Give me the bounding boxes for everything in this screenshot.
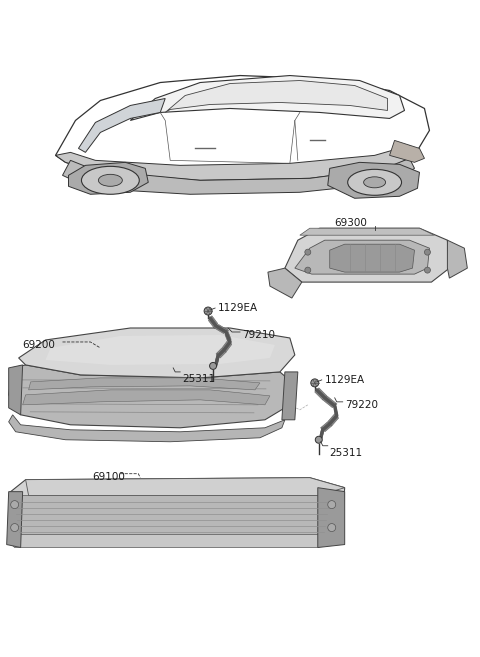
Ellipse shape (210, 363, 216, 369)
Polygon shape (9, 365, 23, 415)
Text: 69100: 69100 (93, 472, 125, 482)
Circle shape (305, 267, 311, 273)
Text: 25311: 25311 (330, 448, 363, 458)
Polygon shape (214, 325, 228, 334)
Polygon shape (268, 268, 302, 298)
Polygon shape (9, 495, 340, 541)
Circle shape (424, 249, 431, 255)
Circle shape (11, 524, 19, 532)
Circle shape (11, 501, 19, 509)
Polygon shape (318, 487, 345, 547)
Polygon shape (390, 141, 424, 162)
Polygon shape (9, 535, 335, 547)
Text: 79210: 79210 (242, 330, 275, 340)
Polygon shape (208, 315, 218, 328)
Polygon shape (9, 365, 295, 428)
Polygon shape (56, 76, 430, 180)
Circle shape (328, 501, 336, 509)
Polygon shape (165, 81, 387, 112)
Ellipse shape (348, 170, 402, 195)
Polygon shape (23, 390, 270, 405)
Ellipse shape (364, 177, 385, 188)
Polygon shape (315, 388, 327, 400)
Polygon shape (216, 348, 226, 358)
Text: 1129EA: 1129EA (218, 303, 258, 313)
Circle shape (305, 249, 311, 255)
Polygon shape (25, 478, 345, 495)
Polygon shape (225, 329, 231, 345)
Ellipse shape (311, 379, 319, 387)
Polygon shape (447, 240, 468, 278)
Text: 69200: 69200 (23, 340, 56, 350)
Polygon shape (321, 422, 332, 432)
Text: 1129EA: 1129EA (325, 375, 365, 385)
Circle shape (424, 267, 431, 273)
Polygon shape (295, 240, 430, 274)
Polygon shape (285, 228, 449, 282)
Polygon shape (69, 162, 148, 194)
Polygon shape (330, 244, 415, 272)
Polygon shape (19, 328, 295, 378)
Polygon shape (29, 378, 260, 390)
Polygon shape (300, 228, 434, 235)
Polygon shape (328, 413, 339, 426)
Polygon shape (130, 76, 405, 120)
Ellipse shape (82, 166, 139, 194)
Polygon shape (282, 372, 298, 420)
Polygon shape (9, 478, 345, 545)
Polygon shape (56, 145, 415, 180)
Polygon shape (62, 158, 415, 194)
Ellipse shape (315, 436, 322, 443)
Text: 69300: 69300 (335, 218, 368, 228)
Ellipse shape (98, 174, 122, 187)
Polygon shape (334, 403, 337, 419)
Polygon shape (222, 340, 232, 352)
Polygon shape (328, 162, 420, 198)
Polygon shape (7, 491, 23, 547)
Text: 25311: 25311 (182, 374, 216, 384)
Polygon shape (78, 99, 165, 152)
Text: 79220: 79220 (345, 400, 378, 410)
Polygon shape (323, 396, 337, 408)
Polygon shape (46, 335, 275, 365)
Polygon shape (216, 353, 219, 367)
Polygon shape (320, 427, 324, 441)
Circle shape (328, 524, 336, 532)
Polygon shape (9, 415, 285, 442)
Ellipse shape (204, 307, 212, 315)
